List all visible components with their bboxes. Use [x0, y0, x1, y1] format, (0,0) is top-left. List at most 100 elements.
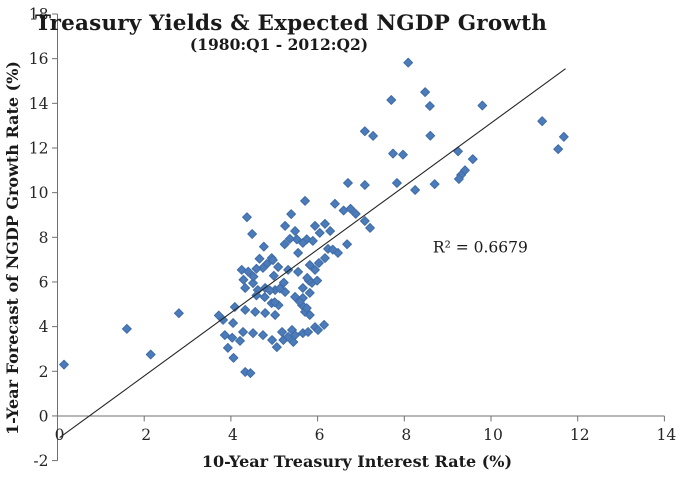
data-point: [410, 185, 421, 195]
data-point: [388, 148, 398, 159]
data-point: [251, 263, 262, 274]
data-point: [429, 179, 440, 190]
data-point: [342, 239, 352, 250]
y-tick-label: 10: [29, 184, 49, 202]
data-point: [271, 342, 282, 353]
data-point: [273, 262, 284, 272]
data-point: [350, 208, 361, 219]
y-axis-title: 1-Year Forecast of NGDP Growth Rate (%): [3, 61, 22, 435]
data-point: [219, 330, 230, 341]
data-point: [250, 306, 261, 317]
x-tick-label: 6: [315, 426, 325, 444]
data-point: [258, 262, 268, 273]
data-point: [294, 296, 305, 307]
data-point: [236, 265, 247, 275]
data-point: [310, 221, 320, 231]
data-point: [243, 266, 254, 277]
data-point: [313, 325, 323, 335]
data-point: [145, 349, 156, 360]
data-point: [248, 328, 258, 338]
data-point: [425, 130, 436, 141]
data-point: [467, 154, 478, 165]
data-point: [278, 277, 289, 288]
y-tick-label: 4: [39, 318, 49, 336]
data-point: [222, 342, 233, 353]
y-tick-label: 6: [39, 273, 49, 291]
chart-title: Treasury Yields & Expected NGDP Growth: [35, 11, 547, 36]
data-point: [218, 315, 228, 325]
data-point: [304, 310, 315, 320]
data-point: [343, 178, 353, 188]
y-tick-label: 2: [39, 363, 49, 381]
data-point: [307, 235, 318, 246]
data-point: [240, 304, 251, 315]
data-point: [304, 260, 315, 270]
data-point: [553, 144, 564, 154]
data-point: [314, 258, 324, 268]
chart-subtitle: (1980:Q1 - 2012:Q2): [190, 35, 368, 54]
data-point: [303, 327, 313, 337]
x-axis-title: 10-Year Treasury Interest Rate (%): [202, 452, 512, 471]
data-point: [260, 308, 271, 318]
data-point: [274, 283, 285, 294]
y-tick-label: 12: [29, 139, 49, 157]
data-point: [330, 198, 340, 209]
y-tick-label: 16: [29, 50, 49, 68]
data-point: [259, 292, 270, 303]
data-point: [293, 248, 303, 258]
data-point: [267, 335, 277, 345]
data-point: [258, 330, 268, 341]
data-point: [300, 196, 310, 206]
plot-axes: [52, 13, 665, 462]
x-tick-label: 14: [657, 426, 677, 444]
data-point: [173, 308, 184, 319]
data-point: [280, 221, 290, 231]
data-point: [121, 323, 132, 334]
scatter-points: [59, 57, 569, 378]
data-point: [454, 174, 464, 184]
data-point: [359, 180, 370, 190]
data-point: [537, 116, 548, 127]
data-point: [238, 327, 248, 337]
x-tick-label: 12: [570, 426, 590, 444]
trend-line: [59, 68, 566, 439]
data-point: [284, 233, 295, 244]
data-point: [286, 209, 297, 219]
data-point: [248, 278, 258, 288]
data-point: [558, 131, 569, 142]
data-point: [265, 285, 275, 296]
data-point: [386, 95, 397, 105]
data-point: [268, 255, 278, 265]
data-point: [248, 271, 259, 282]
data-point: [238, 274, 249, 285]
data-point: [228, 318, 238, 328]
data-point: [477, 100, 488, 111]
data-point: [302, 273, 313, 283]
data-point: [297, 237, 308, 248]
data-point: [254, 253, 265, 264]
data-point: [242, 212, 252, 223]
data-point: [327, 244, 338, 255]
data-point: [368, 131, 378, 141]
data-point: [290, 292, 300, 302]
data-point: [279, 239, 290, 250]
data-point: [319, 319, 330, 330]
data-point: [310, 265, 320, 275]
data-point: [268, 270, 279, 281]
data-point: [290, 226, 300, 236]
data-point: [403, 57, 414, 68]
x-tick-label: 4: [228, 426, 238, 444]
data-point: [290, 330, 300, 341]
data-point: [398, 149, 408, 160]
data-point: [258, 241, 269, 252]
data-point: [270, 310, 281, 320]
data-point: [269, 297, 280, 308]
data-point: [288, 337, 299, 347]
x-tick-label: 8: [401, 426, 411, 444]
y-tick-label: 18: [29, 6, 49, 24]
y-tick-label: 0: [39, 407, 49, 425]
data-point: [293, 267, 303, 277]
y-tick-label: 8: [39, 229, 49, 247]
